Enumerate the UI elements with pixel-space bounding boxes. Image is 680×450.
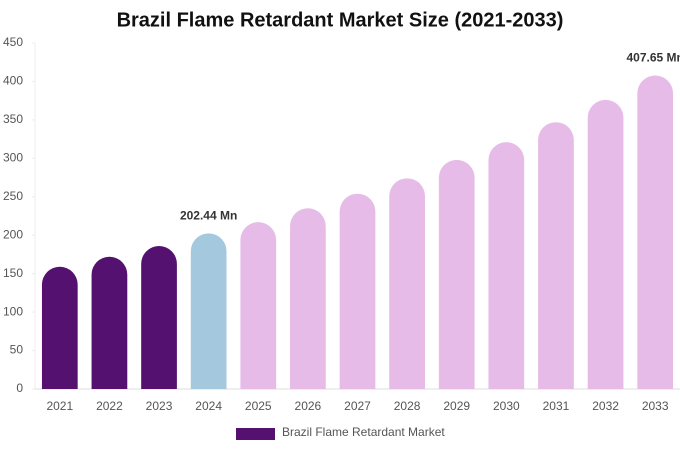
- y-tick-label: 450: [3, 35, 23, 49]
- x-tick-label: 2032: [592, 399, 619, 413]
- bar: [41, 266, 78, 389]
- x-tick-label: 2024: [195, 399, 222, 413]
- x-tick-label: 2022: [96, 399, 123, 413]
- x-tick-label: 2026: [295, 399, 322, 413]
- y-tick-label: 100: [3, 304, 23, 318]
- bar: [438, 159, 475, 389]
- bar: [290, 208, 326, 389]
- bar: [389, 178, 425, 389]
- data-label: 202.44 Mn: [180, 209, 237, 223]
- bar: [488, 142, 525, 389]
- y-tick-label: 350: [3, 112, 23, 126]
- bar: [637, 75, 674, 389]
- bar: [190, 233, 227, 389]
- bar: [91, 256, 128, 389]
- legend-swatch: [236, 428, 275, 440]
- chart-title: Brazil Flame Retardant Market Size (2021…: [117, 9, 564, 31]
- y-tick-label: 400: [3, 74, 23, 88]
- x-tick-label: 2021: [46, 399, 73, 413]
- bar: [339, 193, 376, 389]
- y-tick-label: 0: [16, 381, 23, 395]
- x-tick-label: 2033: [642, 399, 669, 413]
- bar: [538, 122, 574, 389]
- y-tick-label: 250: [3, 189, 23, 203]
- data-label: 407.65 Mn: [627, 51, 680, 65]
- bar: [240, 222, 277, 389]
- bar: [141, 245, 177, 389]
- legend-label: Brazil Flame Retardant Market: [282, 425, 445, 439]
- y-tick-label: 150: [3, 266, 23, 280]
- y-tick-label: 200: [3, 227, 23, 241]
- y-tick-label: 300: [3, 151, 23, 165]
- x-tick-label: 2025: [245, 399, 272, 413]
- x-tick-label: 2027: [344, 399, 371, 413]
- x-tick-label: 2023: [146, 399, 173, 413]
- y-tick-label: 50: [10, 343, 24, 357]
- x-tick-label: 2031: [543, 399, 570, 413]
- x-tick-label: 2029: [443, 399, 470, 413]
- bar: [587, 99, 624, 390]
- x-tick-label: 2028: [394, 399, 421, 413]
- x-tick-label: 2030: [493, 399, 520, 413]
